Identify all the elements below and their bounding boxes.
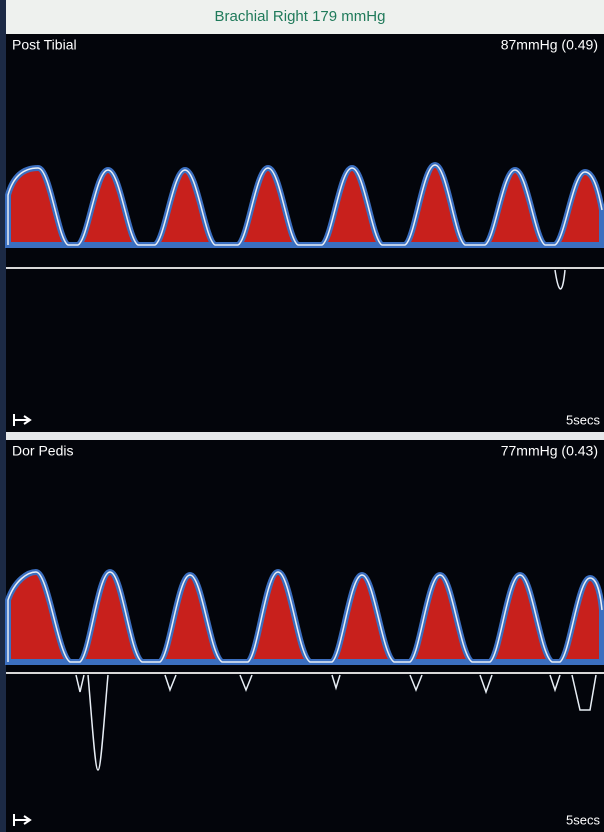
- pressure-reading: 77mmHg (0.43): [501, 443, 598, 459]
- header-bar: [6, 0, 604, 34]
- time-marker: [13, 814, 32, 826]
- time-scale: 5secs: [566, 412, 600, 427]
- waveform-envelope: [7, 164, 603, 246]
- header-title: Brachial Right 179 mmHg: [215, 8, 386, 25]
- pressure-reading: 87mmHg (0.49): [501, 37, 598, 53]
- panel-label: Post Tibial: [12, 37, 77, 53]
- separator: [6, 432, 604, 440]
- time-scale: 5secs: [566, 812, 600, 827]
- time-marker: [13, 414, 32, 426]
- panel-label: Dor Pedis: [12, 443, 73, 459]
- waveform-envelope: [7, 571, 603, 663]
- reverse-flow: [554, 269, 566, 290]
- reverse-flow: [75, 674, 597, 771]
